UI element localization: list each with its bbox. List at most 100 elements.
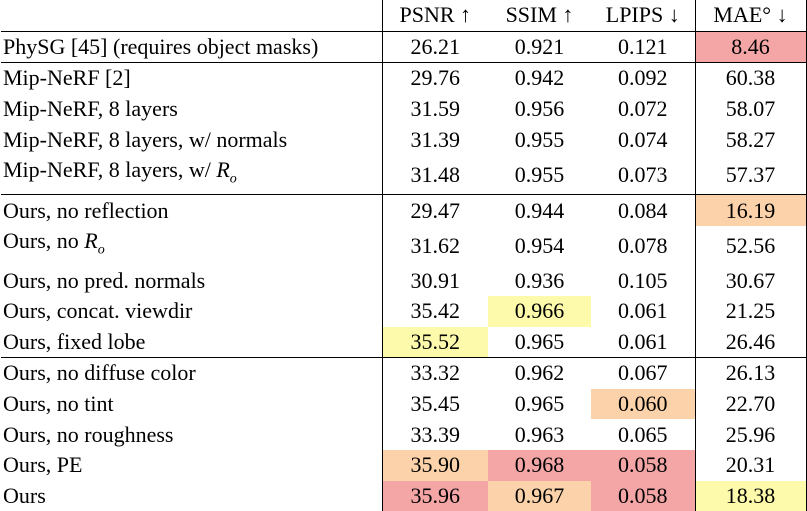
method-cell: Ours, concat. viewdir [1, 296, 382, 327]
mae-value: 52.56 [695, 226, 806, 265]
mae-value: 26.46 [695, 327, 806, 358]
psnr-value: 33.39 [382, 419, 488, 450]
lpips-value: 0.078 [591, 226, 695, 265]
header-row: PSNR ↑ SSIM ↑ LPIPS ↓ MAE° ↓ [1, 0, 806, 31]
method-label: Ours, no diffuse color [3, 360, 196, 385]
psnr-value: 31.59 [382, 94, 488, 125]
psnr-value: 35.52 [382, 327, 488, 358]
method-label: Ours, no reflection [3, 198, 169, 223]
lpips-value: 0.058 [591, 481, 695, 511]
header-lpips: LPIPS ↓ [591, 0, 695, 31]
lpips-value: 0.121 [591, 31, 695, 63]
psnr-value: 31.62 [382, 226, 488, 265]
method-label: Ours, PE [3, 452, 82, 477]
header-method [1, 0, 382, 31]
mae-value: 18.38 [695, 481, 806, 511]
method-cell: PhySG [45] (requires object masks) [1, 31, 382, 63]
lpips-value: 0.092 [591, 63, 695, 94]
method-label: Mip-NeRF, 8 layers, w/ [3, 157, 216, 182]
method-cell: Mip-NeRF [2] [1, 63, 382, 94]
ssim-value: 0.963 [488, 419, 591, 450]
method-cell: Ours, no pred. normals [1, 265, 382, 296]
method-cell: Ours, fixed lobe [1, 327, 382, 358]
psnr-value: 29.47 [382, 195, 488, 226]
mae-value: 20.31 [695, 450, 806, 481]
method-cell: Ours, no roughness [1, 419, 382, 450]
psnr-value: 35.96 [382, 481, 488, 511]
ssim-value: 0.921 [488, 31, 591, 63]
header-mae: MAE° ↓ [695, 0, 806, 31]
psnr-value: 35.90 [382, 450, 488, 481]
method-cell: Ours, no diffuse color [1, 358, 382, 389]
mae-value: 57.37 [695, 155, 806, 195]
method-math-symbol: Ro [84, 228, 104, 253]
mae-value: 21.25 [695, 296, 806, 327]
mae-value: 8.46 [695, 31, 806, 63]
lpips-value: 0.065 [591, 419, 695, 450]
lpips-value: 0.067 [591, 358, 695, 389]
method-label: Ours, concat. viewdir [3, 298, 192, 323]
ssim-value: 0.965 [488, 389, 591, 420]
lpips-value: 0.073 [591, 155, 695, 195]
ssim-value: 0.967 [488, 481, 591, 511]
mae-value: 58.07 [695, 94, 806, 125]
ssim-value: 0.936 [488, 265, 591, 296]
psnr-value: 35.42 [382, 296, 488, 327]
ssim-value: 0.955 [488, 124, 591, 155]
method-label: Mip-NeRF, 8 layers, w/ normals [3, 127, 287, 152]
method-math-symbol: Ro [216, 157, 236, 182]
method-label: Ours, no tint [3, 391, 114, 416]
psnr-value: 26.21 [382, 31, 488, 63]
psnr-value: 31.39 [382, 124, 488, 155]
method-cell: Ours, no reflection [1, 195, 382, 226]
ssim-value: 0.955 [488, 155, 591, 195]
method-label: Ours [3, 483, 46, 508]
method-cell: Mip-NeRF, 8 layers, w/ Ro [1, 155, 382, 195]
mae-value: 25.96 [695, 419, 806, 450]
ssim-value: 0.942 [488, 63, 591, 94]
lpips-value: 0.061 [591, 296, 695, 327]
psnr-value: 29.76 [382, 63, 488, 94]
mae-value: 30.67 [695, 265, 806, 296]
mae-value: 16.19 [695, 195, 806, 226]
psnr-value: 33.32 [382, 358, 488, 389]
psnr-value: 30.91 [382, 265, 488, 296]
lpips-value: 0.058 [591, 450, 695, 481]
method-cell: Ours [1, 481, 382, 511]
ssim-value: 0.966 [488, 296, 591, 327]
ssim-value: 0.944 [488, 195, 591, 226]
header-psnr: PSNR ↑ [382, 0, 488, 31]
psnr-value: 35.45 [382, 389, 488, 420]
ssim-value: 0.956 [488, 94, 591, 125]
lpips-value: 0.084 [591, 195, 695, 226]
mae-value: 58.27 [695, 124, 806, 155]
lpips-value: 0.074 [591, 124, 695, 155]
mae-value: 26.13 [695, 358, 806, 389]
ssim-value: 0.954 [488, 226, 591, 265]
ssim-value: 0.965 [488, 327, 591, 358]
ssim-value: 0.962 [488, 358, 591, 389]
method-cell: Ours, no Ro [1, 226, 382, 265]
method-label: Ours, no [3, 228, 84, 253]
lpips-value: 0.105 [591, 265, 695, 296]
method-cell: Ours, PE [1, 450, 382, 481]
method-label: PhySG [45] (requires object masks) [3, 34, 318, 59]
header-ssim: SSIM ↑ [488, 0, 591, 31]
mae-value: 22.70 [695, 389, 806, 420]
method-label: Ours, no pred. normals [3, 268, 205, 293]
